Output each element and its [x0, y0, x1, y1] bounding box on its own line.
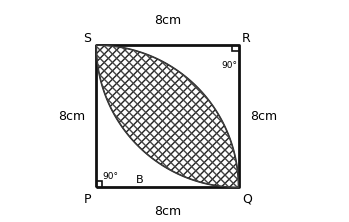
Text: Q: Q [242, 193, 252, 206]
Text: B: B [135, 175, 143, 185]
Text: 8cm: 8cm [250, 110, 277, 123]
Text: 8cm: 8cm [154, 205, 181, 218]
Text: P: P [83, 193, 91, 206]
Text: R: R [242, 32, 251, 45]
Text: 90°: 90° [103, 172, 118, 181]
Text: S: S [83, 32, 91, 45]
Text: 8cm: 8cm [58, 110, 85, 123]
Text: 90°: 90° [222, 61, 238, 70]
Polygon shape [96, 45, 238, 187]
Text: 8cm: 8cm [154, 14, 181, 27]
